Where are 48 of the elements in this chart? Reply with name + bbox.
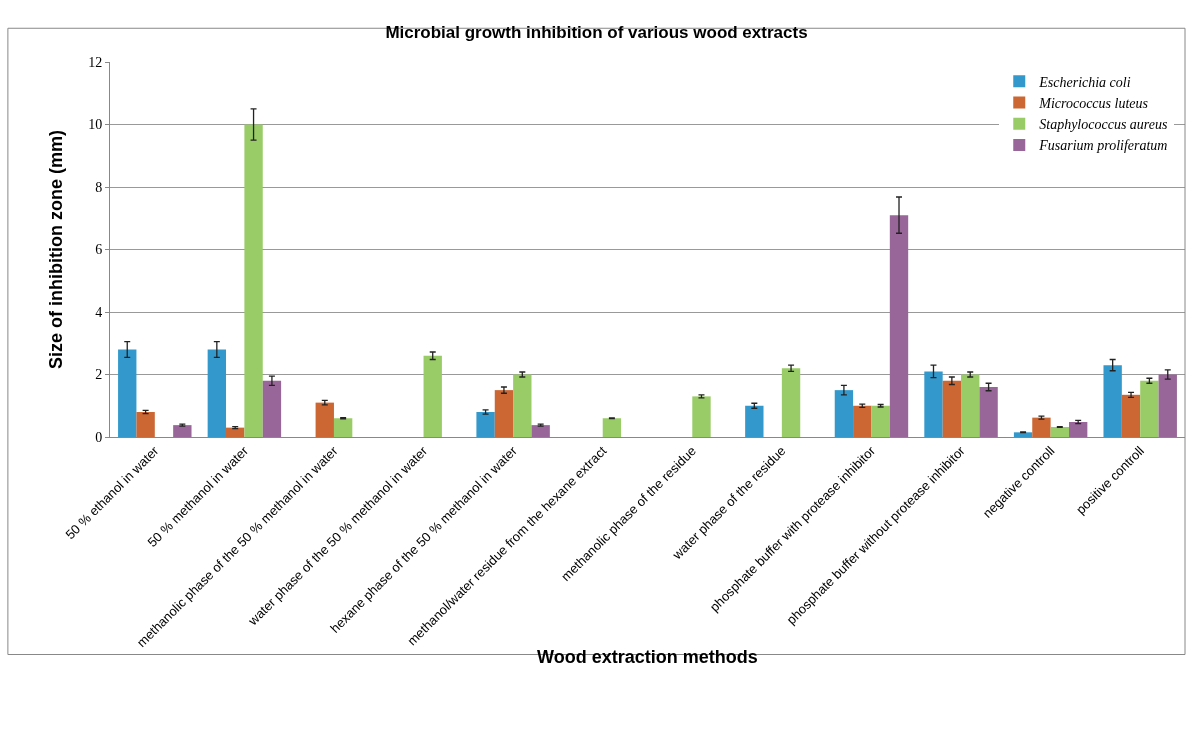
bar [602,418,622,437]
bar [136,412,155,437]
y-tick-label: 0 [95,429,103,445]
bar [118,349,137,437]
x-axis-title: Wood extraction methods [537,647,758,667]
chart-title: Microbial growth inhibition of various wood extracts [385,23,808,43]
bar [531,425,550,437]
bar [513,374,532,437]
legend-label: Escherichia coli [1038,74,1131,90]
bar [889,215,909,437]
bar [226,427,245,437]
legend-label: Staphylococcus aureus [1039,117,1168,133]
legend-label: Micrococcus luteus [1038,96,1149,112]
bar [1050,427,1069,437]
bar [1103,365,1122,437]
bar [1013,432,1033,437]
bar [333,418,353,437]
bar [871,405,890,437]
bar [262,380,282,437]
bar [924,371,943,437]
y-tick-label: 6 [95,242,103,258]
bar [1068,422,1088,437]
bar [173,425,192,437]
y-tick-label: 10 [88,117,103,133]
bar [781,368,801,437]
bar [494,390,514,437]
bar [745,405,764,437]
bar [476,412,495,437]
legend-label: Fusarium proliferatum [1038,138,1168,154]
bar [207,349,227,437]
bar [315,402,334,437]
bar [1121,394,1141,437]
bar [1140,380,1159,437]
y-tick-label: 12 [88,54,103,70]
y-tick-label: 4 [95,304,103,320]
y-tick-label: 8 [95,179,103,195]
bar [1032,417,1051,437]
bar [979,387,998,437]
bar [423,355,442,437]
bar [942,380,962,437]
bar [961,374,980,437]
bar [853,405,872,437]
y-axis-title: Size of inhibition zone (mm) [46,130,67,369]
bar [1158,374,1177,437]
y-tick-label: 2 [95,367,103,383]
bar [834,390,854,437]
bar [244,124,263,437]
bar [692,396,711,437]
